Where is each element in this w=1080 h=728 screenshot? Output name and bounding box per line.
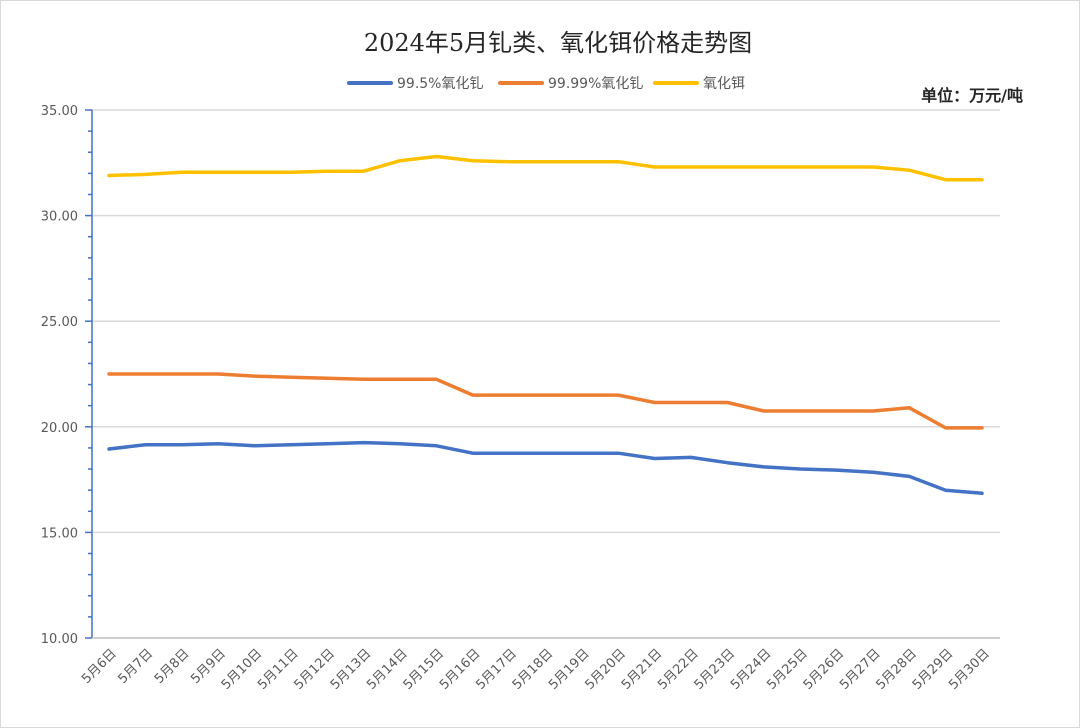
series-layer [107,154,984,496]
x-tick-label: 5月6日 [79,646,120,687]
unit-label: 单位：万元/吨 [921,86,1023,105]
x-tick-label: 5月30日 [946,646,993,693]
legend: 99.5%氧化钆 99.99%氧化钆 氧化铒 [347,76,745,92]
y-tick-label: 25.00 [41,315,78,330]
series-line-1 [107,440,984,496]
y-tick-label: 35.00 [41,104,78,119]
legend-label: 99.99%氧化钆 [548,76,643,92]
legend-label: 氧化铒 [703,76,745,92]
y-axis: 10.00 15.00 20.00 25.00 30.00 35.00 [41,104,93,647]
series-line-2 [107,372,984,430]
gridlines [92,109,1000,534]
legend-label: 99.5%氧化钆 [397,76,483,92]
y-tick-label: 30.00 [41,210,78,225]
y-tick-label: 15.00 [41,526,78,541]
x-axis: 5月6日5月7日5月8日5月9日5月10日5月11日5月12日5月13日5月14… [79,637,1000,693]
x-tick-label: 5月7日 [116,646,157,687]
series-line-3 [107,154,984,182]
y-tick-label: 20.00 [41,421,78,436]
chart-title: 2024年5月钆类、氧化铒价格走势图 [364,29,752,57]
x-tick-label: 5月8日 [152,646,193,687]
y-tick-label: 10.00 [41,632,78,647]
